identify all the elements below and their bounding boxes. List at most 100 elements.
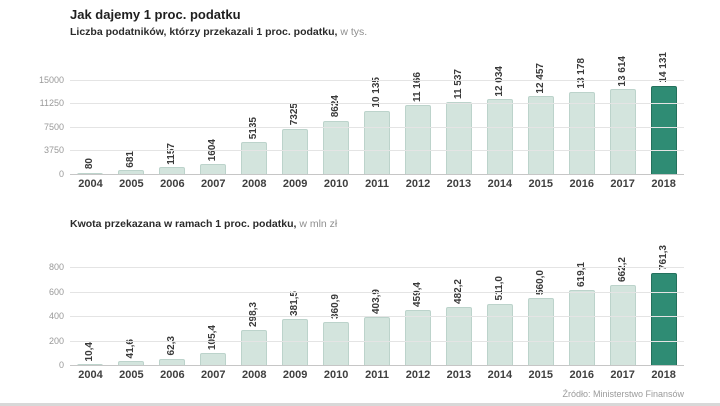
- bar: [241, 142, 268, 175]
- bar: [527, 96, 554, 175]
- bar-column: 8624: [316, 43, 357, 175]
- gridline: [70, 267, 684, 269]
- chart-taxpayers-x-axis: 2004 2005 2006 2007 2008 2009 2010 2011 2012 2013…: [36, 178, 684, 190]
- bar-column: 681: [111, 43, 152, 175]
- y-axis-tick-label: 0: [58, 168, 64, 179]
- chart-taxpayers-bars: 80 681 1157 1604 5135 7325 8624 10 135 11 166 11 …: [70, 43, 684, 175]
- bar: [609, 285, 636, 367]
- y-axis-tick-label: 0: [58, 360, 64, 371]
- x-axis-category-label: 2016: [569, 369, 594, 382]
- bar-column: 13 614: [602, 43, 643, 175]
- bar-value-label: 11 537: [452, 69, 464, 100]
- chart-amount-x-axis: 2004 2005 2006 2007 2008 2009 2010 2011 2012 2013…: [36, 369, 684, 381]
- gridline: [70, 316, 684, 318]
- chart-amount-bars: 10,4 41,6 62,3 105,4 298,3 381,5 360,9 403,9 459…: [70, 234, 684, 367]
- bar-column: 381,5: [275, 234, 316, 367]
- chart-taxpayers-subtitle-bold: Liczba podatników, którzy przekazali 1 p…: [70, 25, 338, 38]
- x-axis-category-label: 2011: [365, 177, 389, 190]
- x-axis-category-label: 2014: [487, 369, 513, 382]
- chart-taxpayers-subtitle: Liczba podatników, którzy przekazali 1 p…: [70, 26, 684, 39]
- page-title: Jak dajemy 1 proc. podatku: [70, 7, 241, 22]
- x-axis-category-label: 2010: [323, 369, 349, 382]
- bar-value-label: 681: [125, 150, 137, 168]
- y-axis-tick-label: 400: [48, 311, 64, 322]
- chart-amount-subtitle-unit: w mln zł: [296, 217, 338, 230]
- x-axis-category-label: 2007: [201, 177, 226, 190]
- bar-column: 7325: [275, 43, 316, 175]
- bar-column: 14 131: [643, 43, 684, 175]
- y-axis-tick-label: 11250: [39, 98, 64, 109]
- infographic: Jak dajemy 1 proc. podatku Liczba podatn…: [36, 7, 684, 399]
- x-axis-category-label: 2015: [528, 369, 554, 382]
- x-axis-category-label: 2008: [241, 369, 267, 382]
- bar-column: 511,0: [479, 234, 520, 367]
- x-axis-category-label: 2011: [365, 369, 389, 382]
- gridline: [70, 126, 684, 128]
- bar-value-label: 619,1: [575, 262, 587, 288]
- bar: [486, 303, 513, 367]
- x-axis-category-label: 2009: [282, 369, 308, 382]
- chart-taxpayers-plot: 80 681 1157 1604 5135 7325 8624 10 135 11 166 11 …: [39, 43, 684, 178]
- x-axis-category-label: 2005: [119, 369, 144, 382]
- bar: [282, 128, 309, 175]
- x-axis-category-label: 2004: [78, 177, 103, 190]
- bar-column: 62,3: [152, 234, 193, 367]
- bar: [241, 329, 268, 367]
- bar-value-label: 7325: [289, 103, 301, 126]
- bar-column: 10 135: [357, 43, 398, 175]
- x-axis-category-label: 2008: [241, 177, 267, 190]
- bar-column: 80: [70, 43, 111, 175]
- bar-column: 41,6: [111, 234, 152, 367]
- bar: [445, 102, 472, 175]
- bottom-divider: [0, 403, 720, 406]
- bar: [568, 91, 595, 175]
- y-axis-tick-label: 3750: [43, 145, 64, 156]
- chart-taxpayers: Liczba podatników, którzy przekazali 1 p…: [36, 26, 684, 190]
- x-axis-category-label: 2017: [610, 369, 635, 382]
- bar: [404, 104, 431, 175]
- bar-column: 560,0: [520, 234, 561, 367]
- x-axis-baseline: [70, 173, 684, 175]
- x-axis-category-label: 2010: [323, 177, 349, 190]
- bar-column: 5135: [234, 43, 275, 175]
- bar-highlighted: [650, 272, 677, 367]
- bar-column: 12 457: [520, 43, 561, 175]
- bar-value-label: 5135: [248, 117, 260, 140]
- bar-value-label: 11 166: [411, 71, 423, 102]
- gridline: [70, 79, 684, 81]
- bar-column: 13 178: [561, 43, 602, 175]
- bar-column: 761,3: [643, 234, 684, 367]
- bar: [486, 99, 513, 175]
- bar-column: 10,4: [70, 234, 111, 367]
- bar-value-label: 12 457: [534, 62, 546, 94]
- bar-value-label: 62,3: [166, 336, 178, 356]
- chart-amount: Kwota przekazana w ramach 1 proc. podatk…: [36, 218, 684, 381]
- y-axis-tick-label: 200: [48, 335, 64, 346]
- y-axis-tick-label: 600: [48, 286, 64, 297]
- x-axis-category-label: 2016: [569, 177, 594, 190]
- bar-value-label: 80: [84, 158, 96, 170]
- bar-highlighted: [650, 85, 677, 175]
- bar-column: 1604: [193, 43, 234, 175]
- x-axis-category-label: 2013: [446, 177, 472, 190]
- x-axis-category-label: 2012: [405, 369, 431, 382]
- bar-value-label: 105,4: [207, 325, 219, 351]
- bar-column: 459,4: [398, 234, 439, 367]
- y-axis-tick-label: 7500: [43, 121, 64, 132]
- chart-amount-subtitle-bold: Kwota przekazana w ramach 1 proc. podatk…: [70, 217, 297, 230]
- gridline: [70, 150, 684, 152]
- x-axis-category-label: 2004: [78, 369, 103, 382]
- x-axis-category-label: 2007: [201, 369, 226, 382]
- bar-column: 1157: [152, 43, 193, 175]
- bar-value-label: 298,3: [248, 301, 260, 327]
- chart-amount-subtitle: Kwota przekazana w ramach 1 proc. podatk…: [70, 218, 684, 231]
- bar-value-label: 14 131: [657, 52, 669, 83]
- bar: [364, 111, 391, 175]
- chart-amount-plot: 10,4 41,6 62,3 105,4 298,3 381,5 360,9 403,9 459…: [49, 234, 684, 370]
- x-axis-category-label: 2018: [651, 177, 676, 190]
- bar: [527, 297, 554, 367]
- y-axis-tick-label: 800: [48, 262, 64, 273]
- bar: [404, 309, 431, 367]
- x-axis-category-label: 2005: [119, 177, 144, 190]
